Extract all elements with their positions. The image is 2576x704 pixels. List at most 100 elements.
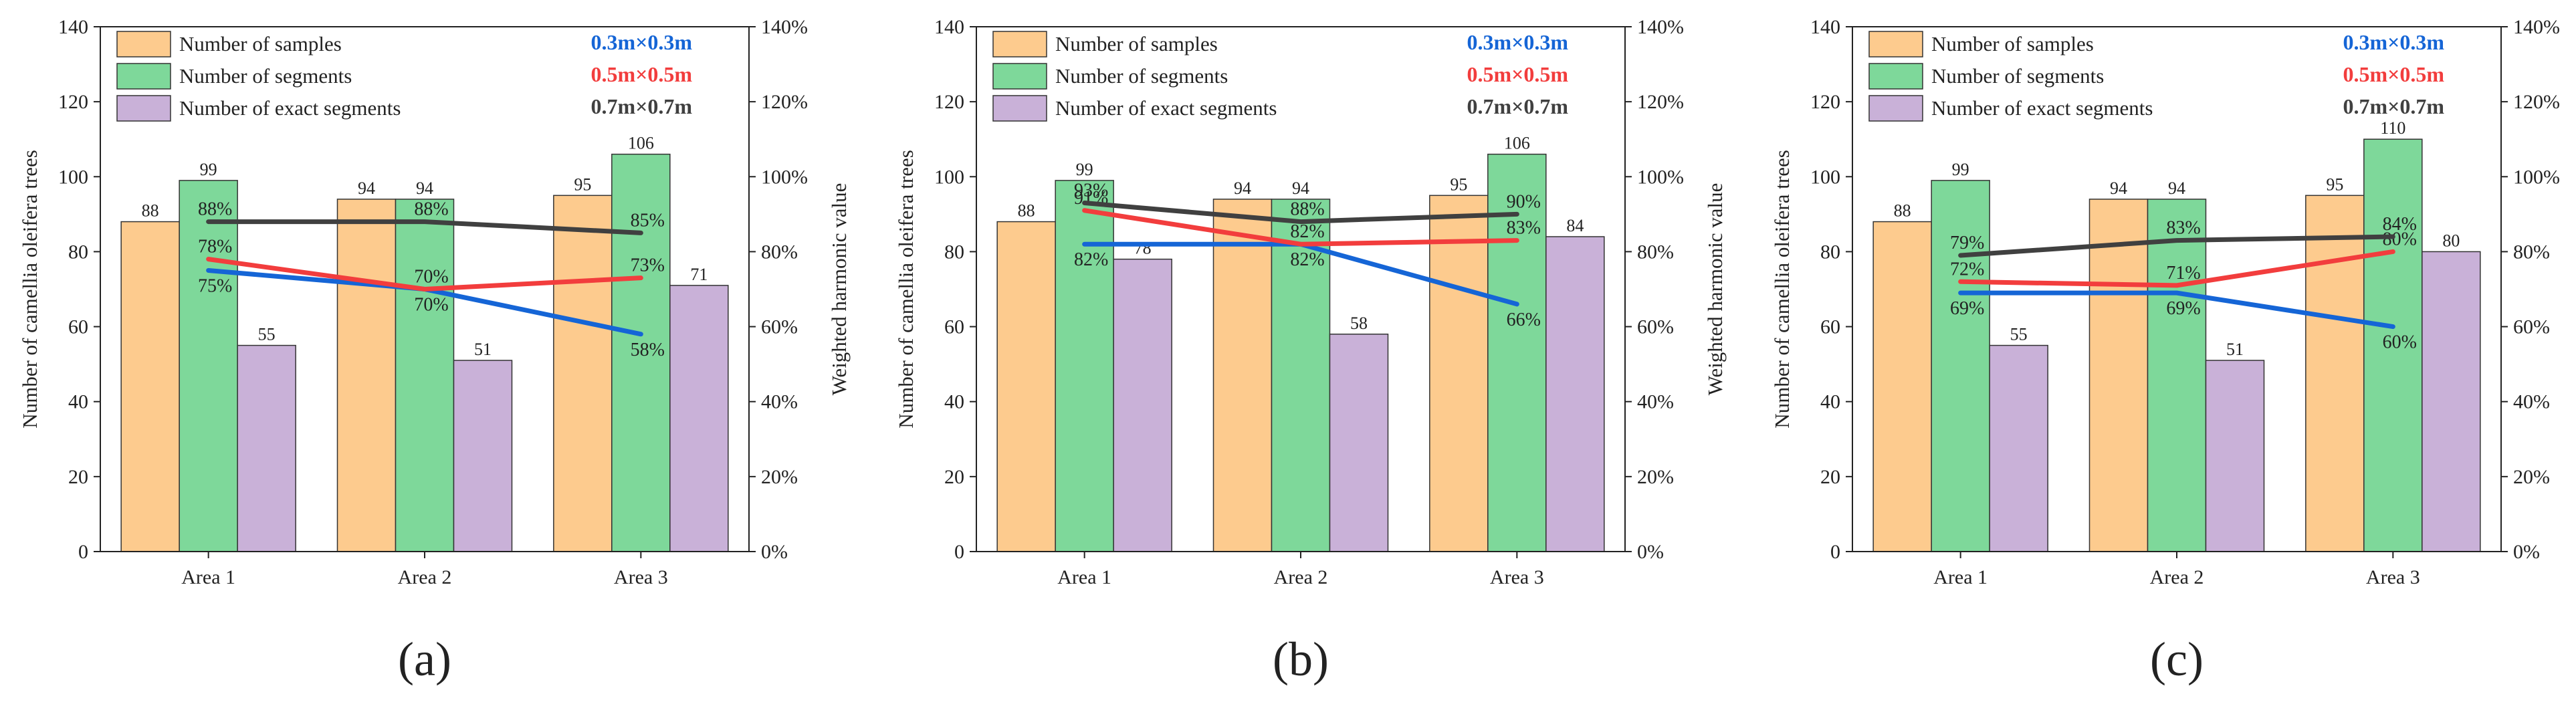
y-tick-label: 100 bbox=[934, 166, 964, 188]
x-tick-label: Area 3 bbox=[614, 566, 668, 588]
bar-segments bbox=[1931, 180, 1990, 552]
bar-value-label: 88 bbox=[1018, 201, 1035, 221]
legend-swatch bbox=[992, 95, 1047, 122]
x-tick-label: Area 2 bbox=[398, 566, 452, 588]
line-value-label: 70% bbox=[414, 295, 448, 316]
y2-tick-label: 120% bbox=[761, 91, 808, 113]
line-07m bbox=[1082, 201, 1519, 225]
bar-value-label: 106 bbox=[628, 134, 654, 153]
y2-tick-label: 140% bbox=[1637, 16, 1684, 38]
y2-tick-label: 20% bbox=[1637, 466, 1674, 488]
legend-swatch bbox=[1868, 31, 1923, 57]
line-value-label: 83% bbox=[1507, 218, 1541, 239]
line-05m bbox=[1082, 208, 1519, 247]
y-axis-title: Number of camellia oleifera trees bbox=[894, 150, 918, 429]
bar-value-label: 94 bbox=[358, 179, 375, 198]
bar-segments bbox=[2363, 138, 2423, 552]
y-tick-label: 40 bbox=[68, 391, 88, 413]
line-07m bbox=[1958, 234, 2395, 258]
bar-value-label: 94 bbox=[2110, 179, 2127, 198]
legend-label: Number of samples bbox=[1055, 32, 1218, 55]
y2-tick-label: 80% bbox=[2513, 241, 2550, 263]
legend-swatch bbox=[116, 95, 171, 122]
legend-label: Number of segments bbox=[1055, 64, 1228, 88]
legend-label: Number of samples bbox=[179, 32, 342, 55]
y-tick-label: 100 bbox=[58, 166, 88, 188]
bar-value-label: 88 bbox=[1894, 201, 1911, 221]
y-tick-label: 20 bbox=[68, 466, 88, 488]
panel-label: (c) bbox=[2150, 632, 2204, 686]
y-tick-label: 40 bbox=[1820, 391, 1840, 413]
x-tick-label: Area 1 bbox=[1933, 566, 1988, 588]
y-tick-label: 0 bbox=[1830, 541, 1840, 563]
bar-exact-segments bbox=[669, 285, 729, 552]
x-tick-label: Area 2 bbox=[1274, 566, 1328, 588]
bar-samples bbox=[996, 221, 1056, 552]
bar-value-label: 51 bbox=[2226, 340, 2244, 359]
legend-swatch bbox=[116, 31, 171, 57]
line-legend-label: 0.7m×0.7m bbox=[2343, 94, 2444, 118]
y2-tick-label: 100% bbox=[761, 166, 808, 188]
y2-tick-label: 120% bbox=[2513, 91, 2560, 113]
legend-label: Number of samples bbox=[1931, 32, 2094, 55]
line-value-label: 82% bbox=[1290, 249, 1324, 270]
line-value-label: 66% bbox=[1507, 310, 1541, 330]
line-value-label: 88% bbox=[198, 199, 232, 220]
legend-swatch bbox=[116, 63, 171, 90]
bar-exact-segments bbox=[2422, 251, 2481, 552]
y-tick-label: 60 bbox=[1820, 316, 1840, 338]
line-legend-label: 0.7m×0.7m bbox=[591, 94, 692, 118]
bar-segments bbox=[1487, 153, 1547, 552]
bar-value-label: 99 bbox=[200, 160, 217, 179]
x-tick-label: Area 3 bbox=[2366, 566, 2420, 588]
y-tick-label: 140 bbox=[58, 16, 88, 38]
bar-samples bbox=[553, 195, 613, 552]
bar-value-label: 99 bbox=[1952, 160, 1969, 179]
line-value-label: 82% bbox=[1074, 249, 1108, 270]
bar-value-label: 78 bbox=[1134, 239, 1152, 258]
line-value-label: 70% bbox=[414, 267, 448, 287]
bar-value-label: 110 bbox=[2380, 118, 2405, 138]
bar-value-label: 95 bbox=[574, 174, 591, 194]
bar-value-label: 95 bbox=[2326, 174, 2343, 194]
line-value-label: 83% bbox=[2166, 218, 2200, 239]
line-value-label: 73% bbox=[631, 255, 665, 276]
bar-exact-segments bbox=[453, 360, 513, 552]
line-legend-label: 0.3m×0.3m bbox=[2343, 30, 2444, 54]
bar-value-label: 84 bbox=[1566, 216, 1584, 235]
line-legend-label: 0.5m×0.5m bbox=[1467, 62, 1568, 86]
bar-value-label: 94 bbox=[416, 179, 433, 198]
legend-label: Number of exact segments bbox=[1931, 96, 2153, 120]
bar-value-label: 99 bbox=[1076, 160, 1093, 179]
y2-axis-title: Weighted harmonic value bbox=[827, 183, 851, 396]
bar-exact-segments bbox=[1545, 236, 1605, 552]
bar-value-label: 88 bbox=[142, 201, 159, 221]
y2-tick-label: 140% bbox=[2513, 16, 2560, 38]
line-value-label: 80% bbox=[2383, 229, 2417, 249]
y2-tick-label: 40% bbox=[761, 391, 798, 413]
legend-label: Number of segments bbox=[1931, 64, 2104, 88]
bar-value-label: 51 bbox=[474, 340, 492, 359]
x-tick-label: Area 1 bbox=[181, 566, 235, 588]
line-value-label: 60% bbox=[2383, 332, 2417, 353]
bar-value-label: 80 bbox=[2442, 231, 2460, 250]
bar-value-label: 71 bbox=[690, 265, 708, 284]
y2-tick-label: 60% bbox=[2513, 316, 2550, 338]
y2-tick-label: 60% bbox=[761, 316, 798, 338]
bar-segments bbox=[179, 180, 238, 552]
line-value-label: 72% bbox=[1950, 259, 1984, 279]
y2-tick-label: 80% bbox=[1637, 241, 1674, 263]
y-tick-label: 40 bbox=[944, 391, 964, 413]
legend-label: Number of exact segments bbox=[179, 96, 401, 120]
y2-axis-title: Weighted harmonic value bbox=[1703, 183, 1727, 396]
line-value-label: 78% bbox=[198, 237, 232, 257]
y-tick-label: 140 bbox=[1810, 16, 1840, 38]
line-value-label: 58% bbox=[631, 340, 665, 360]
bar-value-label: 55 bbox=[258, 325, 276, 344]
line-07m bbox=[206, 219, 643, 235]
legend-swatch bbox=[992, 63, 1047, 90]
line-legend-label: 0.5m×0.5m bbox=[2343, 62, 2444, 86]
x-tick-label: Area 2 bbox=[2150, 566, 2204, 588]
